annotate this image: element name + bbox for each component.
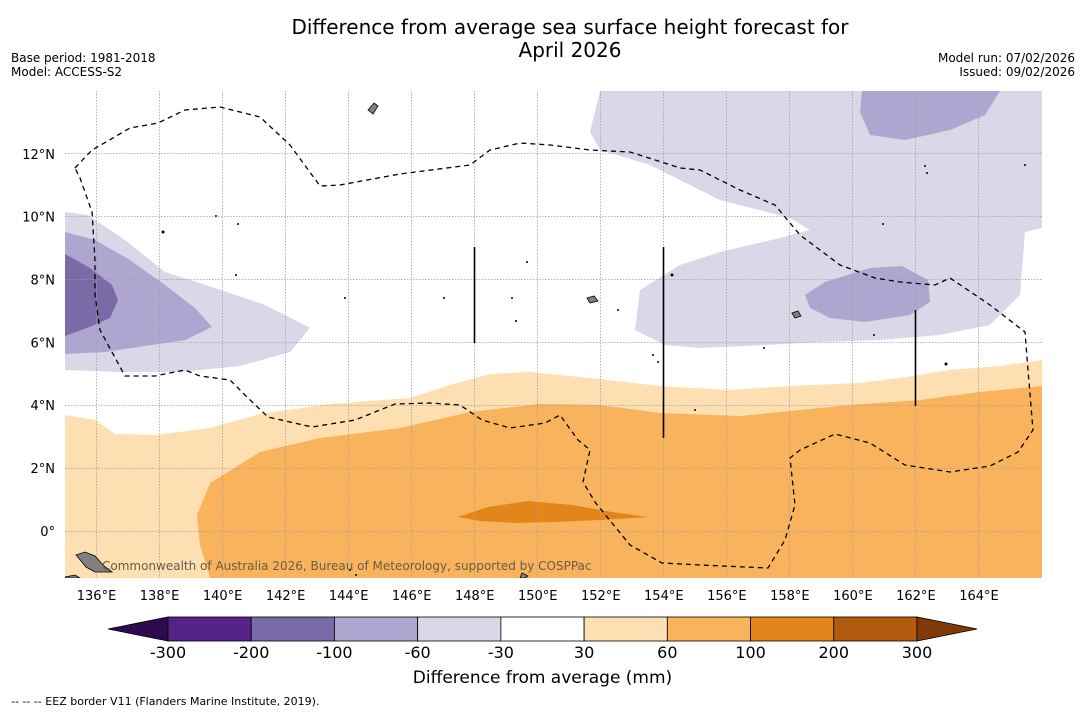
islet: [617, 309, 619, 311]
lon-tick-label: 164°E: [959, 589, 999, 604]
islet: [873, 334, 875, 336]
islet: [511, 297, 513, 299]
islet: [215, 215, 217, 217]
lon-tick-label: 158°E: [770, 589, 810, 604]
colorbar-tick-label: 300: [902, 643, 933, 662]
copyright-notice: Commonwealth of Australia 2026, Bureau o…: [102, 559, 592, 573]
issued-date: Issued: 09/02/2026: [959, 65, 1075, 79]
lat-tick-label: 6°N: [31, 336, 56, 351]
colorbar-title: Difference from average (mm): [412, 668, 673, 688]
colorbar-tick-label: -60: [405, 643, 431, 662]
island-chuuk: [586, 295, 599, 304]
colorbar-swatch: [750, 616, 835, 642]
colorbar-swatch: [334, 616, 419, 642]
colorbar-swatch: [250, 616, 335, 642]
small-islets: [161, 164, 1026, 576]
island-guam-area: [367, 102, 379, 115]
islet: [344, 297, 346, 299]
lon-tick-label: 142°E: [266, 589, 306, 604]
lat-tick-label: 0°: [40, 525, 55, 540]
island-new-guinea-edge: [65, 574, 81, 578]
islet: [670, 273, 674, 277]
lat-tick-label: 10°N: [22, 211, 55, 226]
colorbar: -300 -200 -100 -60 -30 30 60 100 200 300: [107, 616, 978, 662]
contour-fill-minus60-west: [65, 232, 212, 354]
islet: [694, 409, 696, 411]
contour-fill-plus60-south: [197, 386, 1042, 578]
colorbar-tick-label: 200: [819, 643, 850, 662]
colorbar-over-arrow: [916, 616, 978, 642]
lon-tick-label: 160°E: [833, 589, 873, 604]
islet: [443, 297, 445, 299]
colorbar-tick-label: 100: [735, 643, 766, 662]
islet: [652, 354, 654, 356]
islet: [657, 361, 659, 363]
islet: [763, 347, 765, 349]
lon-tick-label: 140°E: [203, 589, 243, 604]
model-run-date: Model run: 07/02/2026: [937, 51, 1075, 65]
model-name: Model: ACCESS-S2: [11, 65, 123, 79]
islet: [1024, 164, 1026, 166]
island-southwest-coast: [75, 551, 114, 573]
contour-fill-minus60-east: [805, 266, 930, 322]
base-period: Base period: 1981-2018: [11, 51, 156, 65]
islet: [237, 223, 239, 225]
contour-fill-minus30-top: [590, 91, 1042, 348]
lon-tick-label: 152°E: [581, 589, 621, 604]
lat-tick-label: 12°N: [22, 148, 55, 163]
islet: [161, 230, 165, 234]
lon-tick-label: 150°E: [518, 589, 558, 604]
islet: [515, 320, 517, 322]
lon-tick-label: 138°E: [140, 589, 180, 604]
colorbar-tick-label: -100: [316, 643, 352, 662]
lon-tick-label: 156°E: [707, 589, 747, 604]
colorbar-tick-label: -300: [150, 643, 186, 662]
colorbar-swatch: [167, 616, 252, 642]
islet: [355, 574, 357, 576]
colorbar-swatch: [666, 616, 751, 642]
eez-footnote: -- -- -- EEZ border V11 (Flanders Marine…: [11, 695, 320, 708]
lat-tick-label: 2°N: [31, 462, 56, 477]
islet: [924, 165, 926, 167]
islet: [944, 362, 948, 366]
colorbar-tick-label: -30: [488, 643, 514, 662]
colorbar-swatch: [833, 616, 918, 642]
colorbar-swatch: [500, 616, 585, 642]
lon-tick-label: 162°E: [896, 589, 936, 604]
contour-fill-minus100-west: [65, 254, 118, 336]
islet: [526, 261, 528, 263]
islet: [235, 274, 237, 276]
island-pohnpei: [791, 310, 802, 319]
chart-title-line-2: April 2026: [518, 38, 622, 62]
lon-tick-label: 148°E: [455, 589, 495, 604]
colorbar-swatch: [417, 616, 502, 642]
island-equator-south: [519, 572, 529, 578]
colorbar-swatch: [583, 616, 668, 642]
region-boundary-lines: [473, 247, 917, 438]
islet: [349, 569, 351, 571]
colorbar-tick-label: 30: [574, 643, 594, 662]
lon-tick-label: 144°E: [329, 589, 369, 604]
islet: [882, 223, 884, 225]
axis-tick-labels: 136°E 138°E 140°E 142°E 144°E 146°E 148°E 150°E…: [22, 148, 999, 604]
islands: [65, 102, 802, 578]
lon-tick-label: 146°E: [392, 589, 432, 604]
map-panel: Commonwealth of Australia 2026, Bureau o…: [65, 91, 1042, 578]
chart-title-line-1: Difference from average sea surface heig…: [291, 15, 849, 39]
colorbar-tick-label: -200: [233, 643, 269, 662]
colorbar-tick-label: 60: [657, 643, 677, 662]
lat-tick-label: 8°N: [31, 274, 56, 289]
lat-tick-label: 4°N: [31, 399, 56, 414]
islet: [926, 172, 928, 174]
colorbar-under-arrow: [107, 616, 169, 642]
lon-tick-label: 154°E: [644, 589, 684, 604]
lon-tick-label: 136°E: [77, 589, 117, 604]
contour-fill-minus60-top: [860, 91, 1000, 140]
